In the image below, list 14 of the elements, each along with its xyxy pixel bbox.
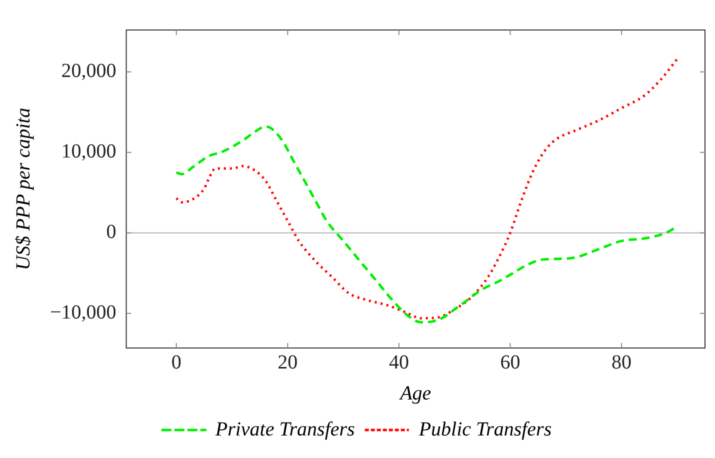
y-axis-title: US$ PPP per capita	[12, 108, 34, 270]
legend-label: Public Transfers	[418, 418, 552, 440]
legend-label: Private Transfers	[214, 418, 356, 440]
y-tick-label: 10,000	[61, 140, 116, 163]
x-tick-label: 60	[500, 351, 520, 374]
x-tick-label: 40	[388, 351, 409, 374]
y-tick-label: 0	[106, 221, 116, 244]
x-axis-title: Age	[398, 382, 432, 404]
y-tick-label: 20,000	[61, 60, 116, 82]
x-tick-label: 80	[612, 351, 632, 374]
x-tick-label: 0	[171, 351, 182, 374]
line-series	[175, 58, 678, 320]
y-tick-label: −10,000	[50, 302, 116, 324]
x-tick-label: 20	[278, 351, 298, 374]
